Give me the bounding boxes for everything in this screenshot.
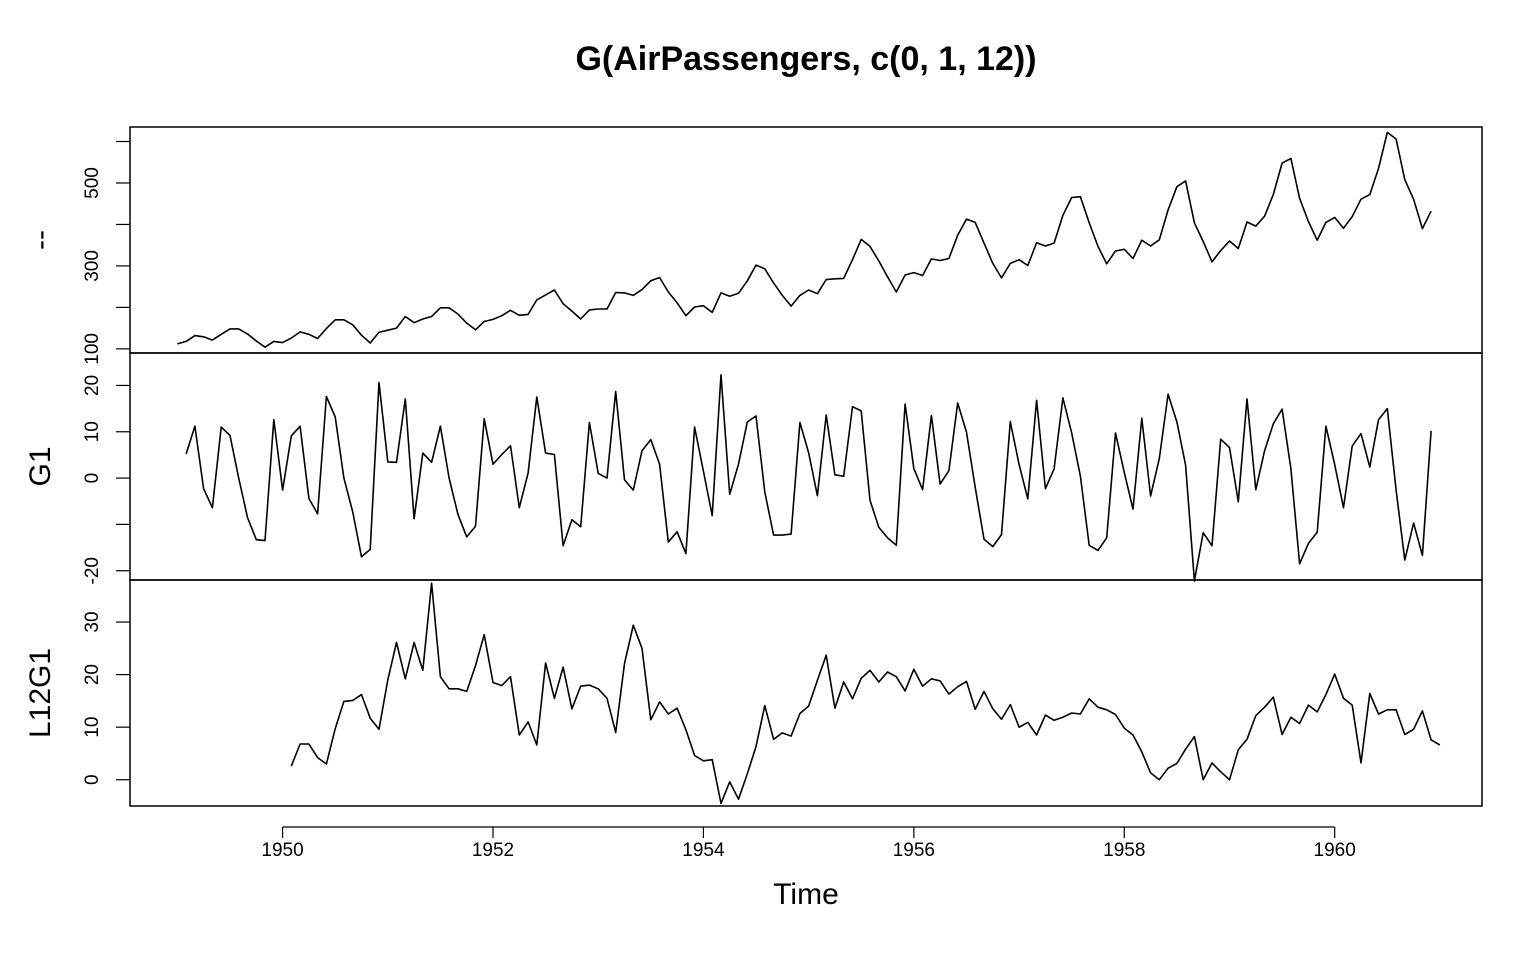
x-tick-label: 1958	[1103, 840, 1145, 861]
x-tick-label: 1954	[682, 840, 725, 861]
y-tick-label-3: 0	[82, 774, 103, 785]
y-tick-label-3: 20	[82, 664, 103, 685]
y-tick-label-1: 100	[82, 333, 103, 365]
series-line-3	[290, 582, 1441, 805]
series-line-2	[185, 374, 1432, 582]
x-tick-label: 1950	[261, 840, 303, 861]
series-line-1	[177, 131, 1432, 348]
x-axis-label: Time	[773, 878, 839, 911]
panel-frame-1	[129, 126, 1483, 354]
y-tick-label-2: 0	[82, 473, 103, 484]
y-tick-label-3: 30	[82, 611, 103, 632]
y-axis-label-1: --	[24, 230, 57, 250]
panel-frame-2	[129, 352, 1483, 581]
y-axis-label-3: L12G1	[24, 648, 57, 738]
y-axis-label-2: G1	[24, 446, 57, 486]
y-tick-label-2: 20	[82, 375, 103, 396]
x-tick-label: 1956	[893, 840, 935, 861]
x-tick-label: 1952	[472, 840, 514, 861]
chart-title: G(AirPassengers, c(0, 1, 12))	[575, 40, 1036, 78]
y-tick-label-1: 500	[82, 167, 103, 199]
y-tick-label-1: 300	[82, 250, 103, 282]
plot-area: 100 300 500 -- -20 0 10 20 G1 0 10 20 30 L12G1 1950 195…	[24, 126, 1483, 861]
x-tick-label: 1960	[1314, 840, 1356, 861]
y-tick-label-2: 10	[82, 421, 103, 442]
y-tick-label-3: 10	[82, 717, 103, 738]
panel-frame-3	[129, 579, 1483, 807]
y-tick-label-2: -20	[82, 557, 103, 584]
